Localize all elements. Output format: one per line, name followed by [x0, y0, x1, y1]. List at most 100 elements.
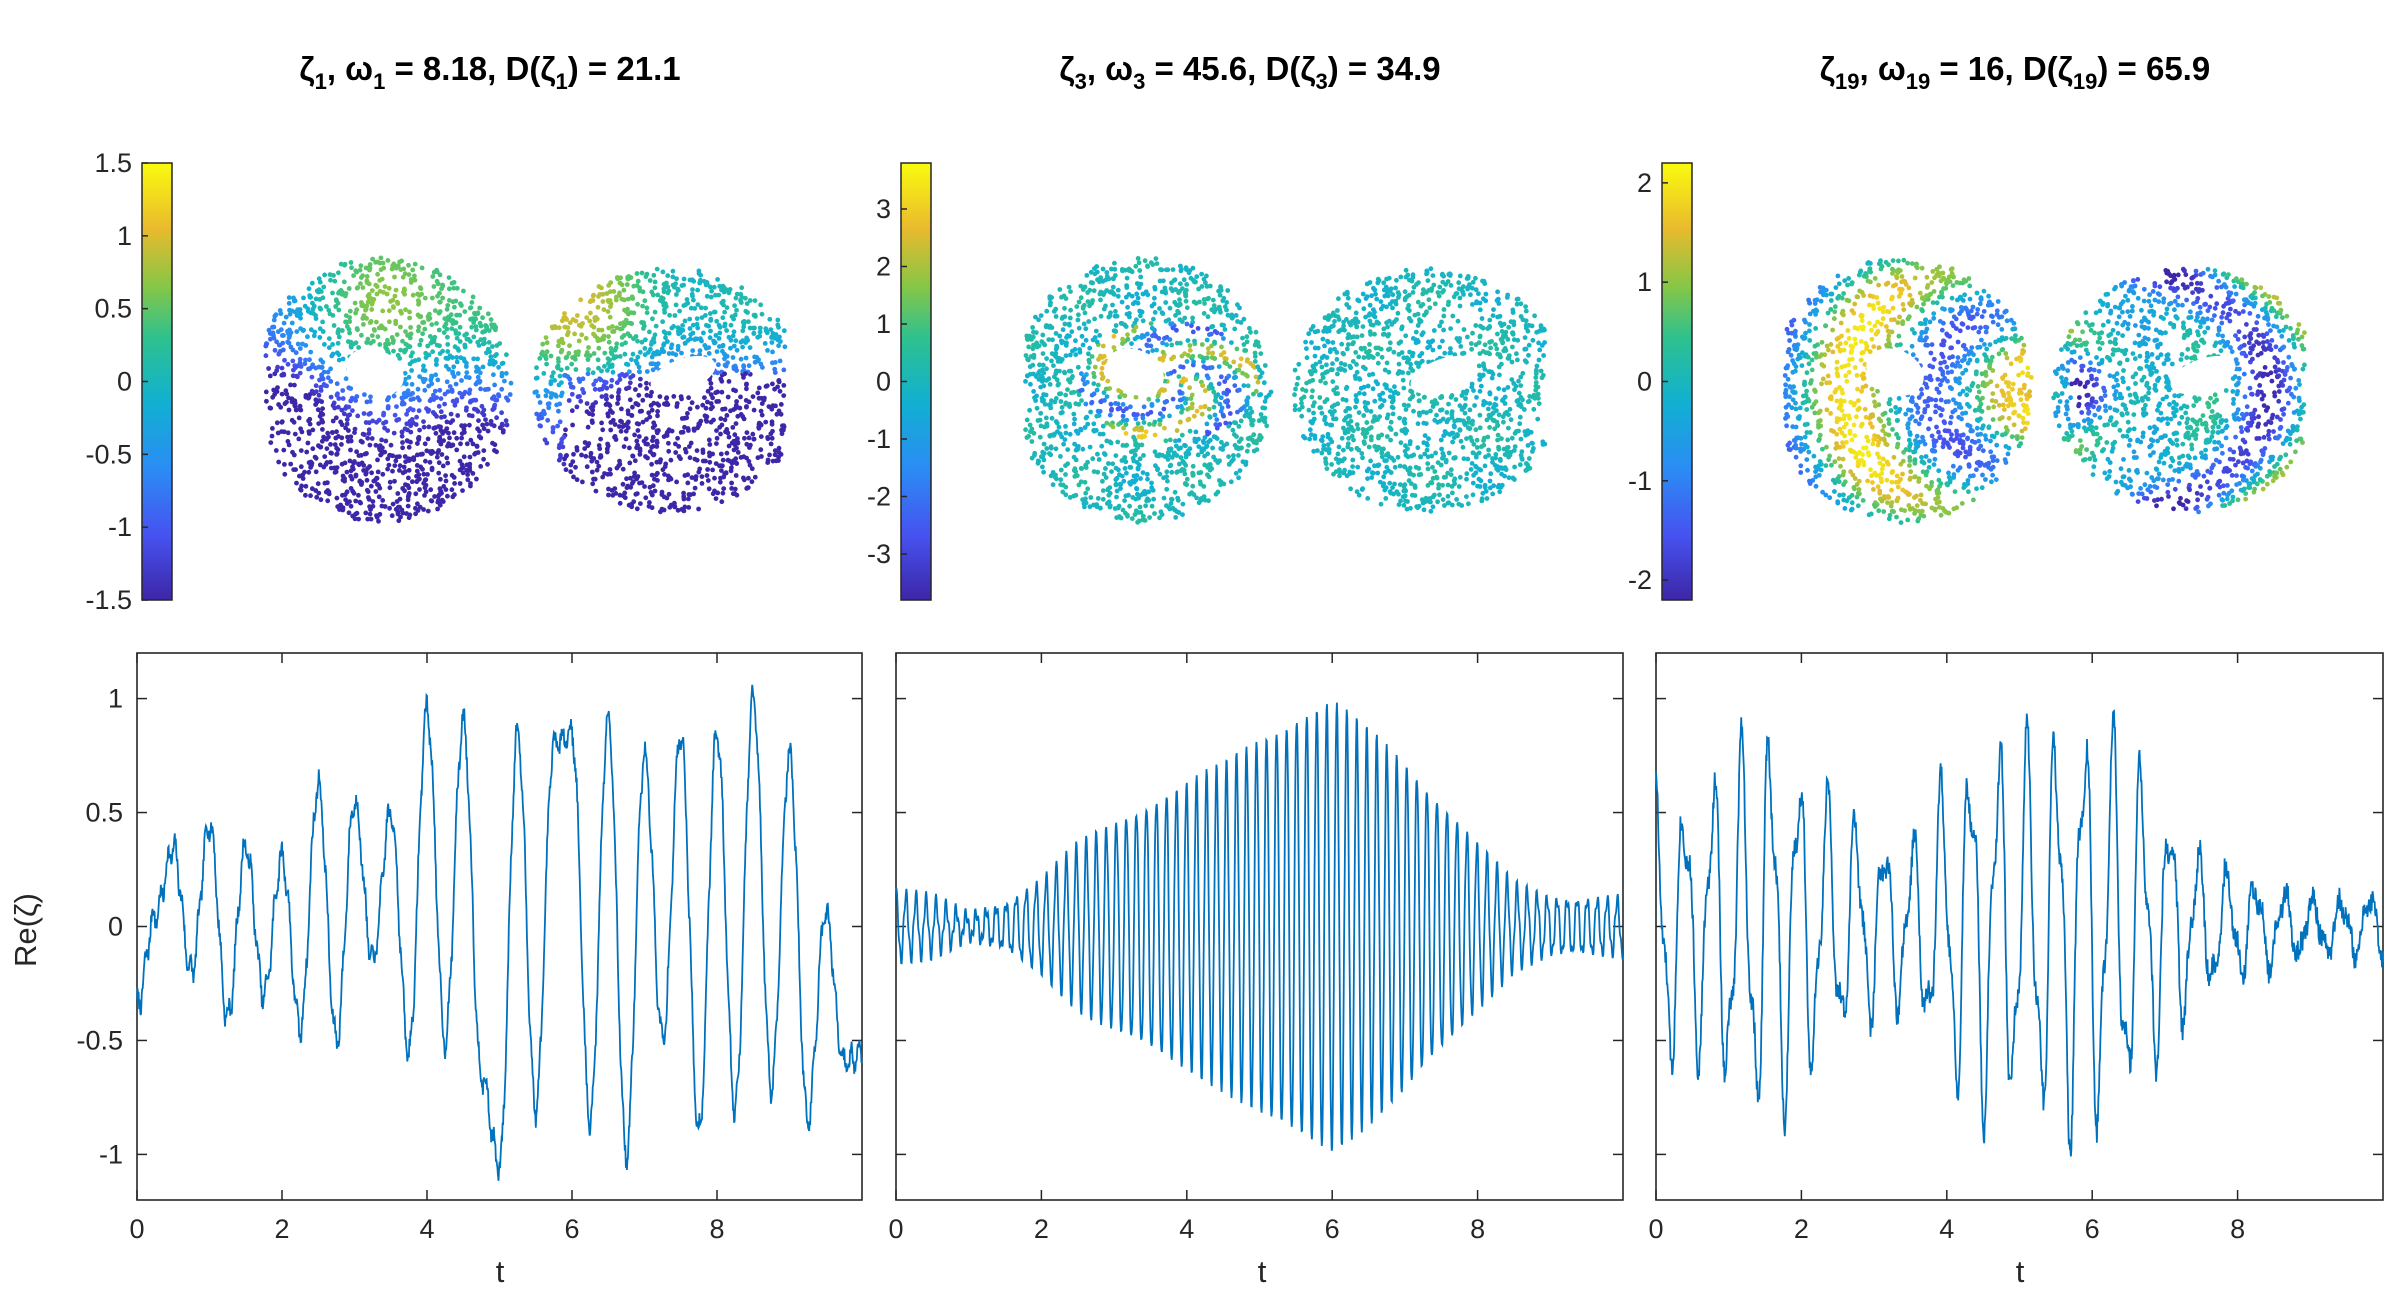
- scatter-point: [710, 395, 715, 401]
- scatter-point: [1142, 258, 1148, 264]
- scatter-point: [1176, 374, 1182, 379]
- scatter-point: [421, 471, 427, 477]
- scatter-point: [1396, 361, 1402, 367]
- scatter-point: [596, 365, 601, 371]
- scatter-point: [330, 403, 336, 408]
- scatter-point: [369, 436, 375, 441]
- scatter-point: [707, 311, 713, 316]
- scatter-point: [462, 309, 468, 314]
- scatter-point: [551, 370, 556, 376]
- scatter-point: [267, 373, 273, 379]
- scatter-point: [1165, 450, 1171, 456]
- scatter-point: [369, 333, 375, 338]
- scatter-point: [1195, 326, 1201, 331]
- scatter-point: [1444, 410, 1450, 415]
- scatter-point: [559, 347, 565, 353]
- scatter-point: [1177, 461, 1182, 467]
- scatter-point: [1199, 342, 1205, 347]
- scatter-point: [375, 271, 380, 277]
- scatter-point: [682, 424, 687, 430]
- scatter-point: [1178, 419, 1183, 425]
- scatter-point: [365, 489, 371, 495]
- scatter-point: [446, 275, 452, 280]
- scatter-point: [1405, 499, 1410, 504]
- scatter-point: [1091, 381, 1097, 387]
- scatter-point: [450, 494, 456, 500]
- scatter-point: [347, 330, 352, 336]
- scatter-point: [270, 324, 275, 330]
- scatter-point: [1238, 418, 1244, 424]
- scatter-point: [1152, 331, 1157, 337]
- scatter-point: [1214, 436, 1220, 441]
- scatter-point: [1441, 313, 1447, 319]
- scatter-point: [1184, 476, 1190, 482]
- scatter-point: [1426, 359, 1431, 365]
- scatter-point: [1402, 420, 1408, 426]
- scatter-point: [1345, 342, 1351, 347]
- scatter-point: [612, 422, 618, 427]
- scatter-point: [637, 285, 642, 291]
- scatter-point: [1473, 427, 1479, 433]
- scatter-point: [692, 456, 698, 462]
- scatter-point: [1161, 495, 1167, 501]
- scatter-point: [1522, 346, 1528, 352]
- scatter-point: [686, 505, 692, 510]
- scatter-point: [722, 323, 727, 329]
- scatter-point: [1515, 398, 1521, 403]
- scatter-point: [469, 413, 475, 419]
- scatter-point: [717, 324, 723, 330]
- scatter-point: [1222, 304, 1228, 310]
- scatter-point: [715, 490, 721, 496]
- scatter-point: [725, 360, 730, 366]
- scatter-point: [1360, 431, 1366, 436]
- scatter-point: [1306, 331, 1312, 337]
- scatter-point: [393, 265, 399, 271]
- scatter-point: [1354, 422, 1360, 427]
- scatter-point: [349, 265, 354, 271]
- scatter-point: [1253, 374, 1259, 380]
- scatter-point: [744, 441, 750, 447]
- scatter-point: [1103, 475, 1109, 480]
- scatter-point: [1378, 501, 1384, 507]
- scatter-point: [718, 416, 724, 422]
- scatter-point: [1039, 395, 1045, 401]
- scatter-point: [647, 278, 653, 283]
- scatter-point: [637, 409, 643, 414]
- scatter-point: [762, 341, 768, 346]
- scatter-point: [409, 479, 415, 485]
- scatter-point: [1517, 414, 1523, 420]
- scatter-point: [594, 459, 600, 465]
- scatter-point: [720, 490, 726, 496]
- scatter-point: [1535, 384, 1541, 390]
- scatter-point: [1456, 484, 1462, 489]
- scatter-point: [1085, 459, 1090, 465]
- scatter-point: [1470, 492, 1476, 498]
- scatter-point: [1152, 449, 1158, 455]
- scatter-point: [587, 299, 593, 305]
- scatter-point: [1491, 483, 1496, 489]
- scatter-point: [1163, 300, 1169, 305]
- scatter-point: [1349, 433, 1355, 439]
- scatter-point: [730, 355, 736, 360]
- scatter-point: [406, 491, 412, 496]
- scatter-point: [1435, 460, 1441, 465]
- scatter-point: [312, 329, 318, 335]
- scatter-point: [376, 494, 382, 500]
- scatter-point: [756, 424, 762, 430]
- scatter-point: [1083, 326, 1089, 332]
- scatter-point: [1152, 511, 1157, 516]
- scatter-point: [1199, 284, 1205, 289]
- scatter-point: [310, 362, 316, 368]
- scatter-point: [325, 369, 331, 375]
- scatter-point: [740, 328, 746, 334]
- scatter-point: [1401, 402, 1407, 408]
- scatter-point: [1140, 513, 1146, 519]
- scatter-point: [696, 271, 702, 276]
- scatter-point: [344, 421, 350, 427]
- scatter-point: [1078, 283, 1084, 289]
- scatter-point: [325, 430, 331, 436]
- scatter-point: [1443, 474, 1448, 480]
- scatter-point: [1366, 355, 1372, 360]
- scatter-point: [1223, 420, 1229, 426]
- scatter-point: [436, 403, 442, 409]
